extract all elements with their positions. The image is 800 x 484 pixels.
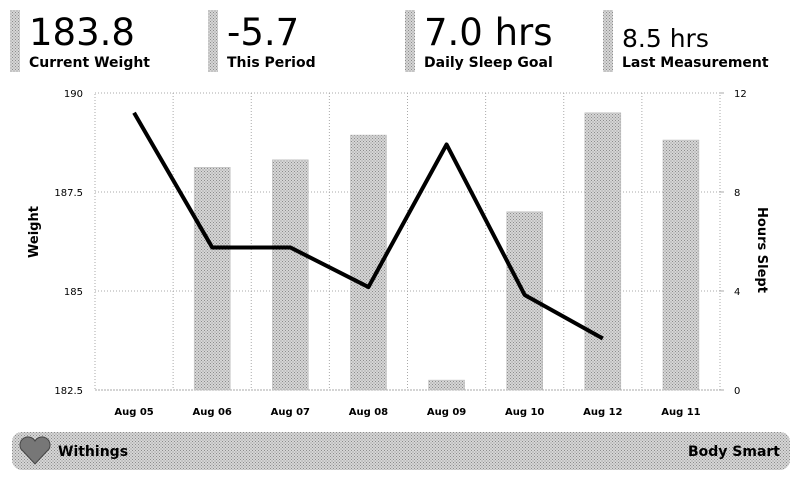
- stat-accent: [405, 10, 415, 72]
- footer-bar: [12, 432, 790, 470]
- y-tick-label: 185: [64, 287, 83, 298]
- chart: Weight Hours Slept 182.5 185 187.5 190 0 4 8 12…: [27, 89, 769, 418]
- y2-tick-label: 8: [734, 188, 740, 199]
- bar: [272, 159, 309, 391]
- x-tick-label: Aug 09: [427, 407, 466, 418]
- x-tick-label: Aug 12: [583, 407, 622, 418]
- stat-accent: [603, 10, 613, 72]
- stat-value: -5.7: [227, 11, 299, 54]
- x-tick-label: Aug 10: [505, 407, 544, 418]
- heart-icon: [19, 436, 51, 465]
- product: Body Smart: [688, 444, 780, 460]
- stat-accent: [208, 10, 218, 72]
- bar: [428, 379, 465, 391]
- y-axis-label: Weight: [27, 206, 42, 258]
- footer: Withings Body Smart: [12, 432, 790, 470]
- stat-accent: [10, 10, 20, 72]
- y-tick-label: 187.5: [54, 188, 83, 199]
- y2-tick-label: 12: [734, 89, 747, 100]
- y2-tick-label: 4: [734, 287, 740, 298]
- bar: [193, 167, 231, 391]
- x-tick-label: Aug 11: [661, 407, 700, 418]
- weight-line: [132, 111, 604, 341]
- stat-label: Last Measurement: [622, 55, 769, 71]
- stat-value: 8.5 hrs: [622, 24, 709, 53]
- y2-axis-label: Hours Slept: [754, 207, 769, 293]
- bar: [662, 139, 700, 391]
- y2-tick-label: 0: [734, 386, 740, 397]
- stat-label: This Period: [227, 55, 316, 71]
- x-tick-label: Aug 08: [349, 407, 388, 418]
- stat-label: Current Weight: [29, 55, 150, 71]
- x-tick-label: Aug 05: [114, 407, 153, 418]
- stat-label: Daily Sleep Goal: [424, 55, 553, 71]
- stat-cards: 183.8 Current Weight -5.7 This Period 7.…: [10, 10, 769, 72]
- bar: [584, 112, 622, 391]
- brand: Withings: [58, 444, 128, 460]
- y-tick-label: 190: [64, 89, 83, 100]
- x-tick-label: Aug 06: [192, 407, 231, 418]
- x-tick-label: Aug 07: [271, 407, 310, 418]
- stat-value: 183.8: [29, 11, 135, 54]
- y-tick-label: 182.5: [54, 386, 83, 397]
- stat-value: 7.0 hrs: [424, 11, 553, 54]
